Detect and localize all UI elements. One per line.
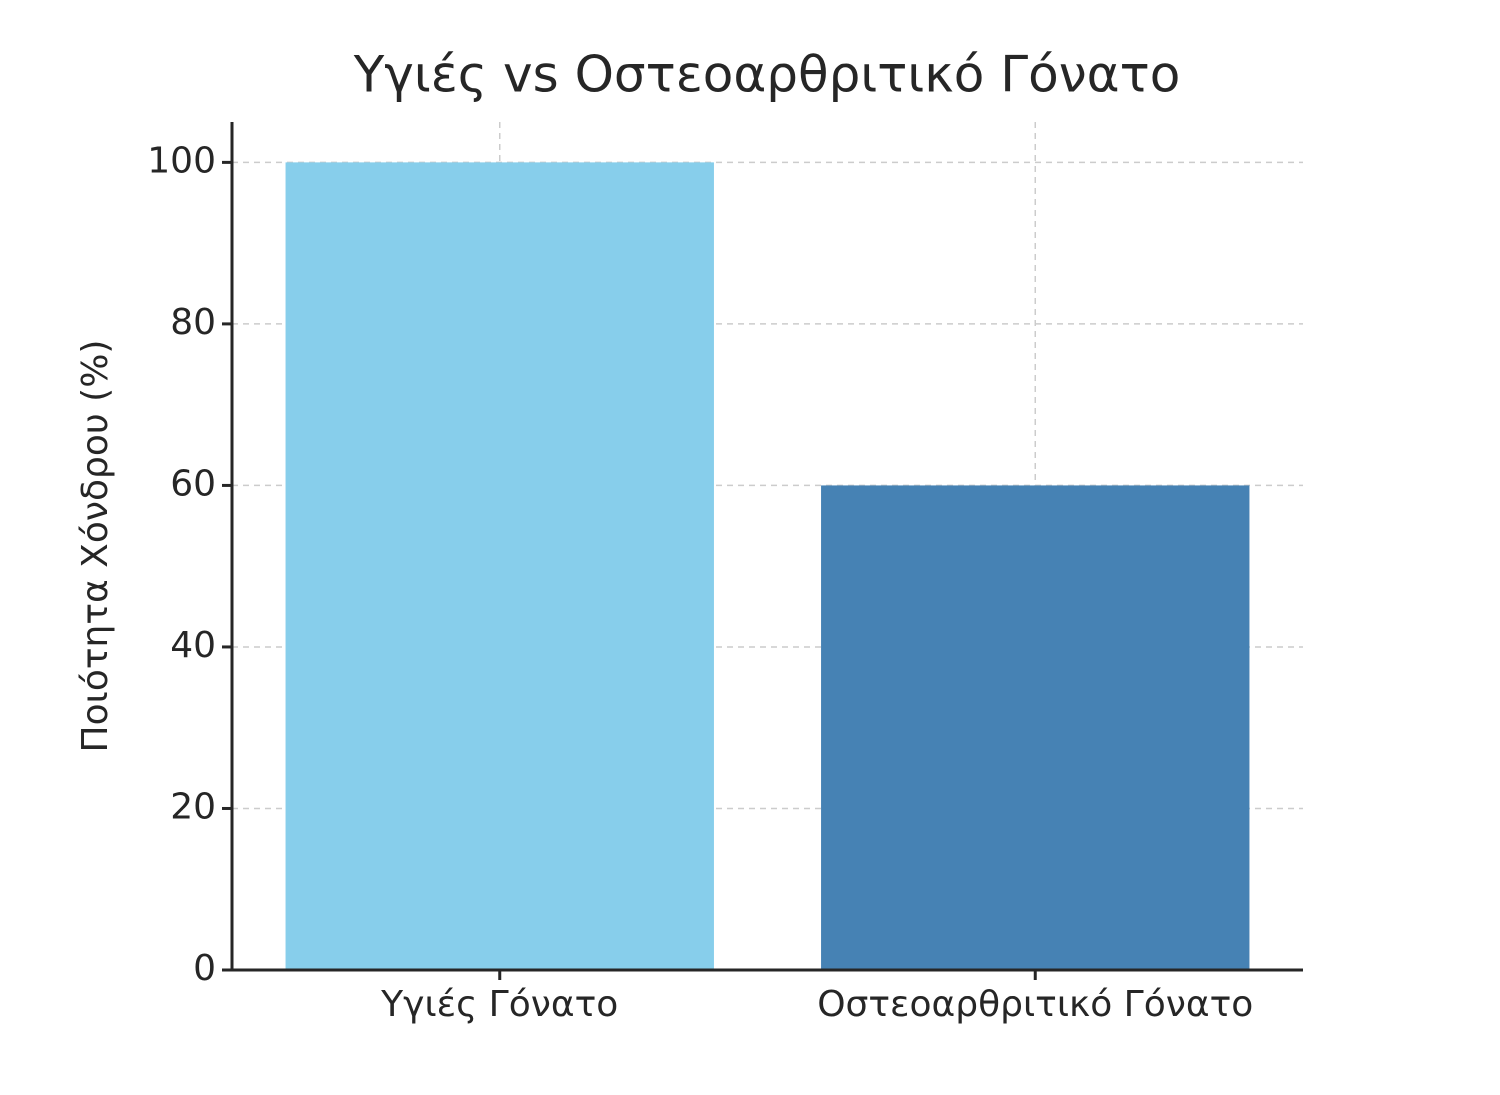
y-tick-label: 40 (170, 625, 216, 666)
y-tick-label: 80 (170, 302, 216, 343)
bar (285, 162, 714, 970)
y-tick-label: 100 (147, 140, 216, 181)
x-tick-label: Οστεοαρθριτικό Γόνατο (817, 984, 1253, 1025)
y-axis-label: Ποιότητα Χόνδρου (%) (75, 340, 116, 753)
y-tick-label: 0 (193, 948, 216, 989)
x-tick-label: Υγιές Γόνατο (380, 984, 618, 1025)
y-tick-label: 60 (170, 463, 216, 504)
y-tick-label: 20 (170, 786, 216, 827)
chart-title: Υγιές vs Οστεοαρθριτικό Γόνατο (353, 46, 1181, 104)
bar (821, 485, 1250, 970)
